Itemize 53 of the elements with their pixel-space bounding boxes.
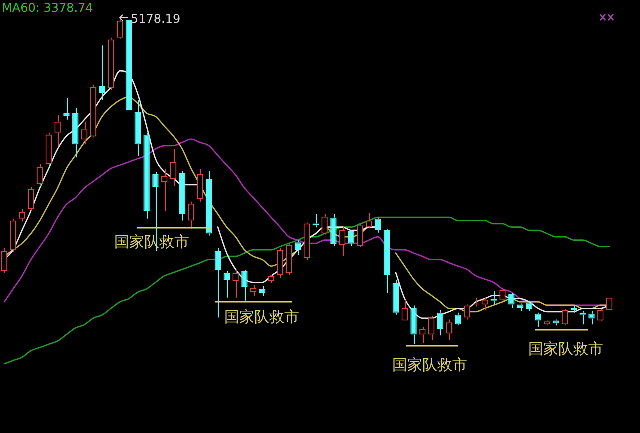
candlestick (322, 213, 328, 236)
text: 国家队救市 (392, 356, 468, 374)
annotation: 5178.19 (131, 12, 181, 26)
candlestick (144, 132, 150, 220)
candlestick (206, 170, 212, 236)
candlestick (330, 213, 337, 247)
candlestick (384, 229, 390, 294)
candlestick (277, 248, 284, 279)
candlestick (286, 243, 292, 276)
candlestick (1, 248, 8, 274)
candlestick (357, 223, 364, 248)
candlestick (90, 84, 97, 138)
candlestick (259, 286, 266, 296)
candlestick (553, 319, 560, 326)
annotation: 国家队救市 (528, 340, 604, 358)
candlestick (535, 312, 542, 328)
candlestick (562, 308, 568, 326)
candlestick (108, 37, 114, 91)
candlestick (170, 149, 177, 187)
candlestick (10, 218, 16, 253)
candlestick (348, 230, 355, 247)
candlestick (339, 226, 346, 257)
candlestick (402, 299, 408, 321)
candlestick (179, 170, 186, 222)
candlestick (134, 100, 142, 157)
candlestick (392, 280, 400, 316)
candlestick (64, 98, 70, 120)
candlestick (250, 284, 257, 296)
candlestick (375, 217, 382, 234)
candlestick (508, 292, 515, 309)
candlestick (588, 310, 595, 326)
candlestick (46, 132, 52, 166)
candlestick (544, 320, 550, 326)
candlestick (54, 114, 61, 148)
candlestick (72, 108, 79, 158)
candlestick (99, 45, 106, 101)
annotation: 国家队救市 (224, 308, 300, 326)
candlestick (36, 164, 44, 187)
candlestick (455, 312, 462, 326)
candlestick (242, 270, 248, 302)
candlestick (410, 305, 417, 345)
candlestick (214, 248, 222, 318)
candlestick (570, 305, 578, 314)
candlestick (526, 300, 533, 312)
candlestick (437, 309, 444, 336)
candlestick (446, 319, 452, 342)
candlestick (117, 18, 124, 40)
candlestick (598, 308, 604, 322)
candlestick (428, 315, 435, 342)
text: MA60: 3378.74 (2, 1, 94, 16)
candlestick (197, 168, 204, 202)
candlestick (304, 222, 310, 261)
candlestick (188, 201, 194, 230)
